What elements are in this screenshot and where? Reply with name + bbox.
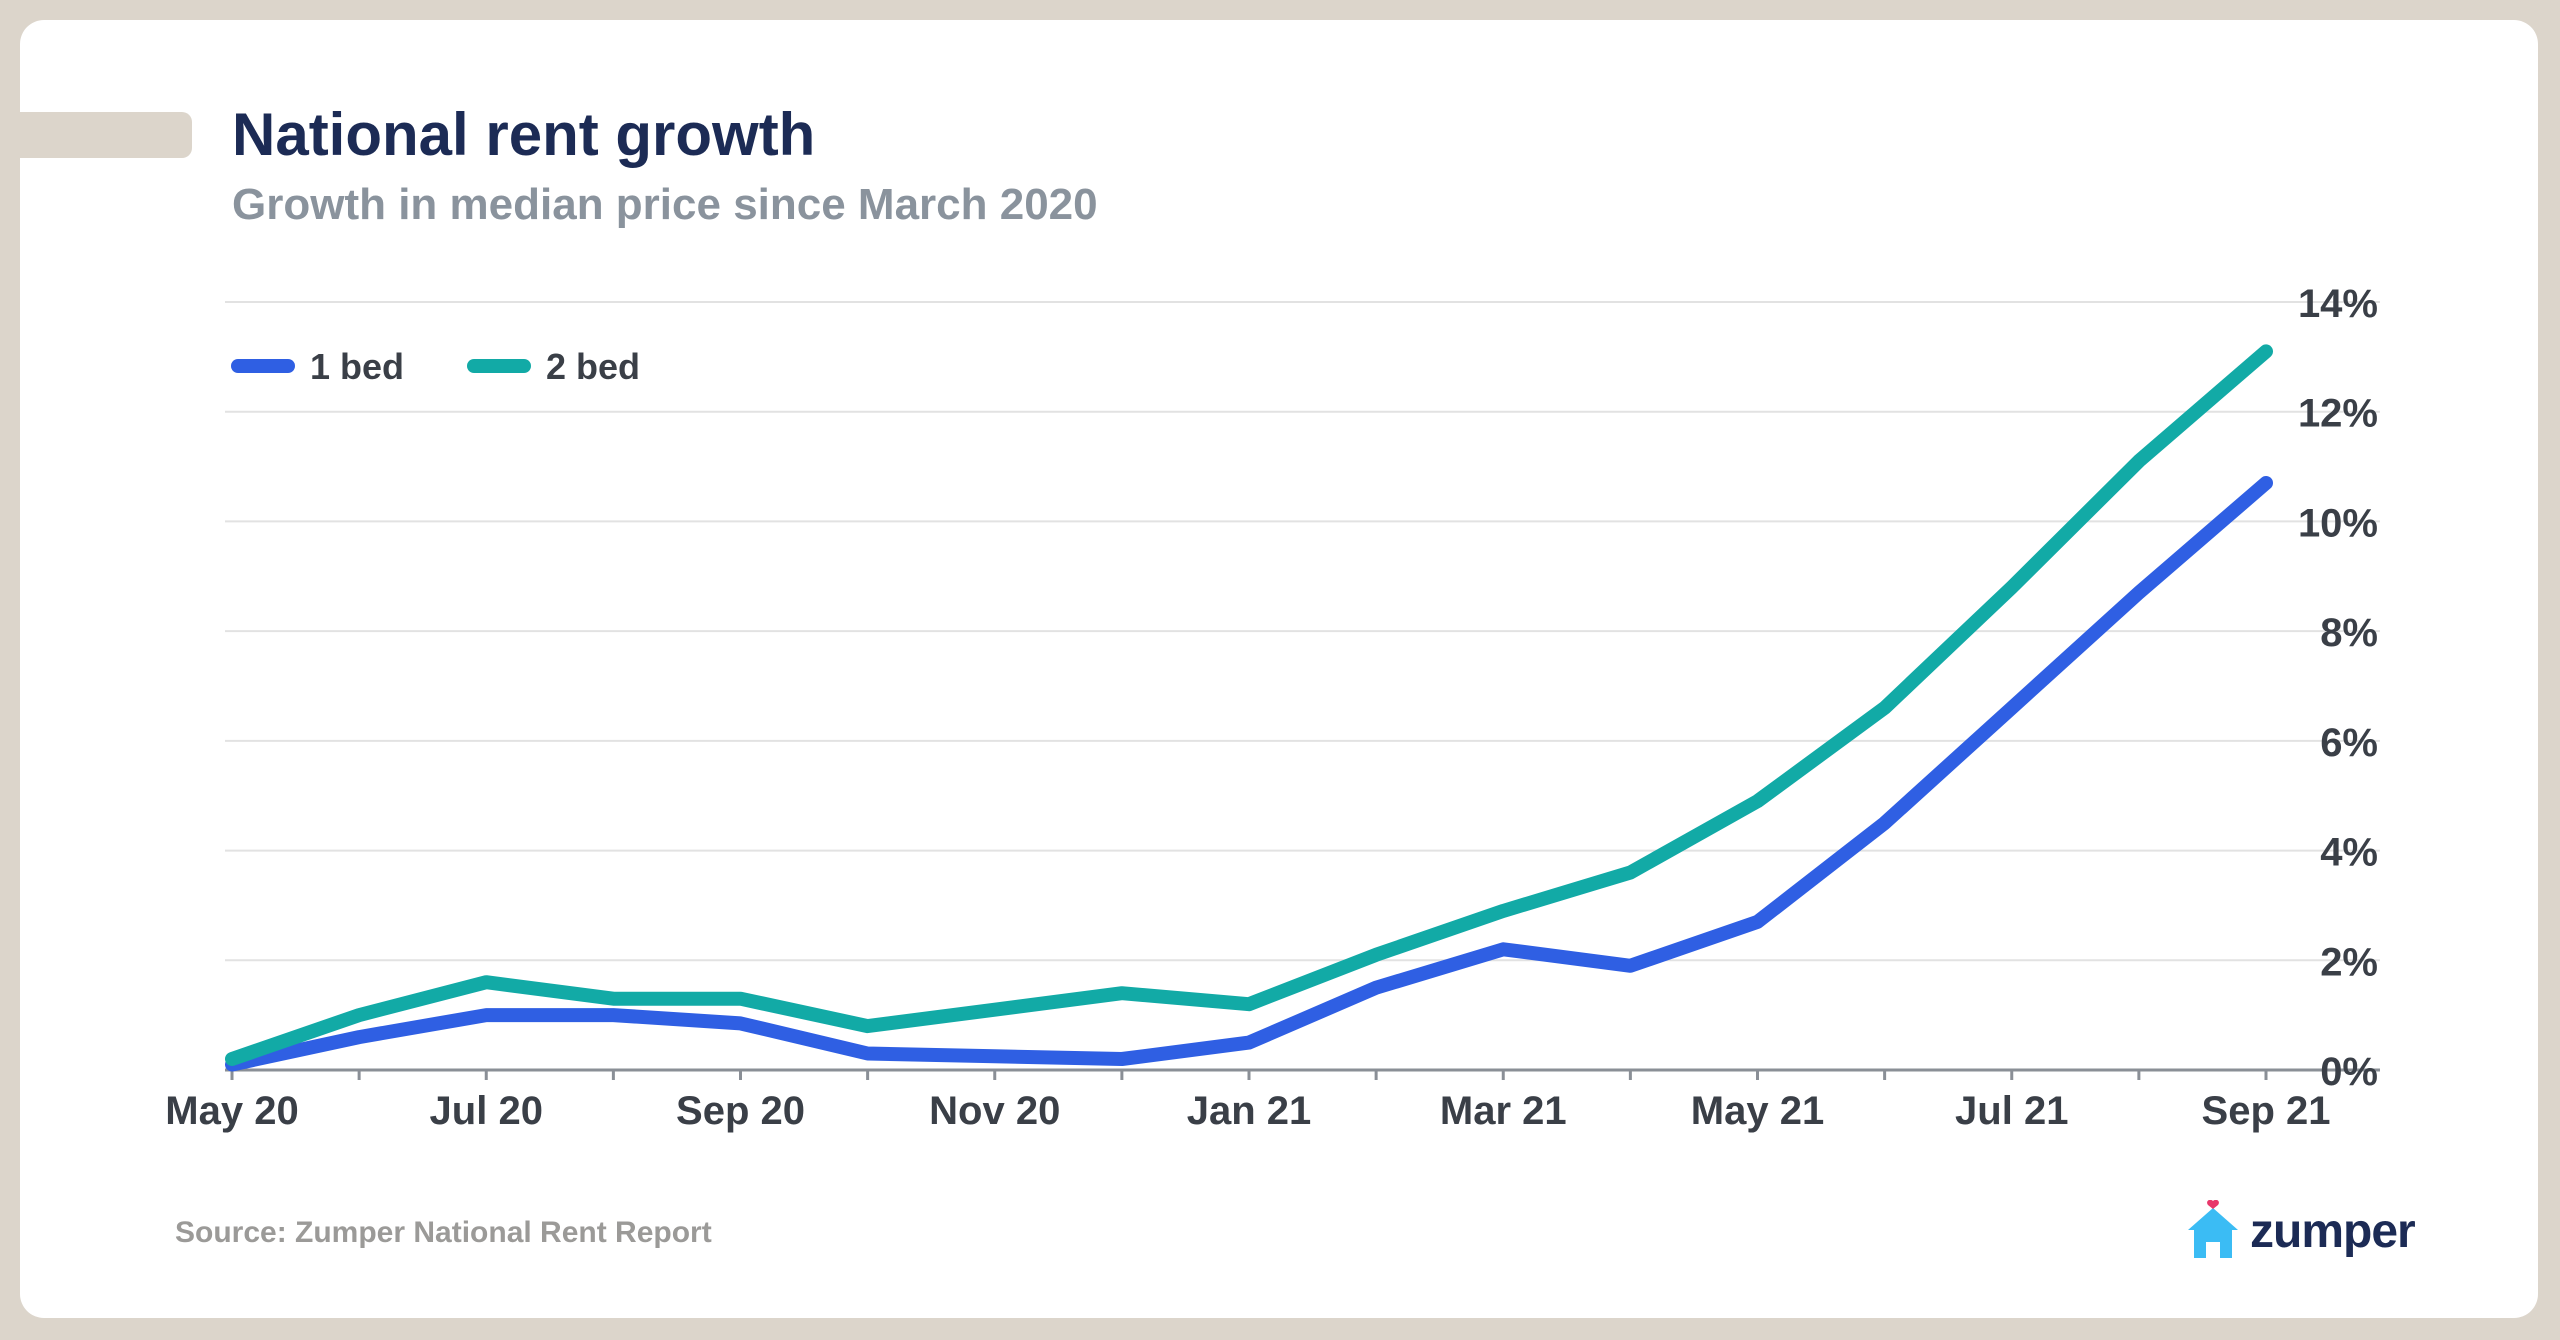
y-axis-labels: 0% 2% 4% 6% 8% 10% 12% 14%	[2298, 282, 2378, 1094]
y-tick-label: 10%	[2298, 501, 2378, 545]
series-line-one-bed	[225, 476, 2273, 1072]
x-tick-label: Sep 20	[676, 1089, 805, 1133]
x-axis: May 20 Jul 20 Sep 20 Nov 20 Jan 21 Mar 21 May …	[165, 1070, 2330, 1133]
decorative-tab	[20, 112, 192, 158]
x-tick-label: Sep 21	[2202, 1089, 2331, 1133]
legend-label: 1 bed	[310, 346, 404, 387]
y-tick-label: 4%	[2320, 831, 2378, 875]
y-tick-label: 8%	[2320, 611, 2378, 655]
brand-logo: zumper	[2184, 1198, 2416, 1264]
x-tick-label: Jul 21	[1955, 1089, 2068, 1133]
y-tick-label: 0%	[2320, 1050, 2378, 1094]
chart-card	[20, 20, 2538, 1318]
series-line-two-bed	[225, 344, 2273, 1066]
house-heart-icon	[2188, 1200, 2238, 1258]
legend: 1 bed 2 bed	[231, 346, 640, 387]
gridlines	[225, 301, 2380, 1072]
y-tick-label: 2%	[2320, 940, 2378, 984]
x-tick-label: May 20	[165, 1089, 298, 1133]
chart-title: National rent growth	[232, 101, 816, 168]
x-tick-label: Mar 21	[1440, 1089, 1567, 1133]
y-tick-label: 6%	[2320, 721, 2378, 765]
x-tick-label: Jul 20	[430, 1089, 543, 1133]
source-note: Source: Zumper National Rent Report	[175, 1216, 712, 1249]
x-tick-label: May 21	[1691, 1089, 1824, 1133]
x-tick-label: Jan 21	[1187, 1089, 1312, 1133]
y-tick-label: 14%	[2298, 282, 2378, 326]
brand-name: zumper	[2250, 1204, 2416, 1258]
chart-subtitle: Growth in median price since March 2020	[232, 180, 1098, 229]
series-lines	[225, 344, 2273, 1072]
x-tick-label: Nov 20	[929, 1089, 1060, 1133]
legend-label: 2 bed	[546, 346, 640, 387]
y-tick-label: 12%	[2298, 392, 2378, 436]
